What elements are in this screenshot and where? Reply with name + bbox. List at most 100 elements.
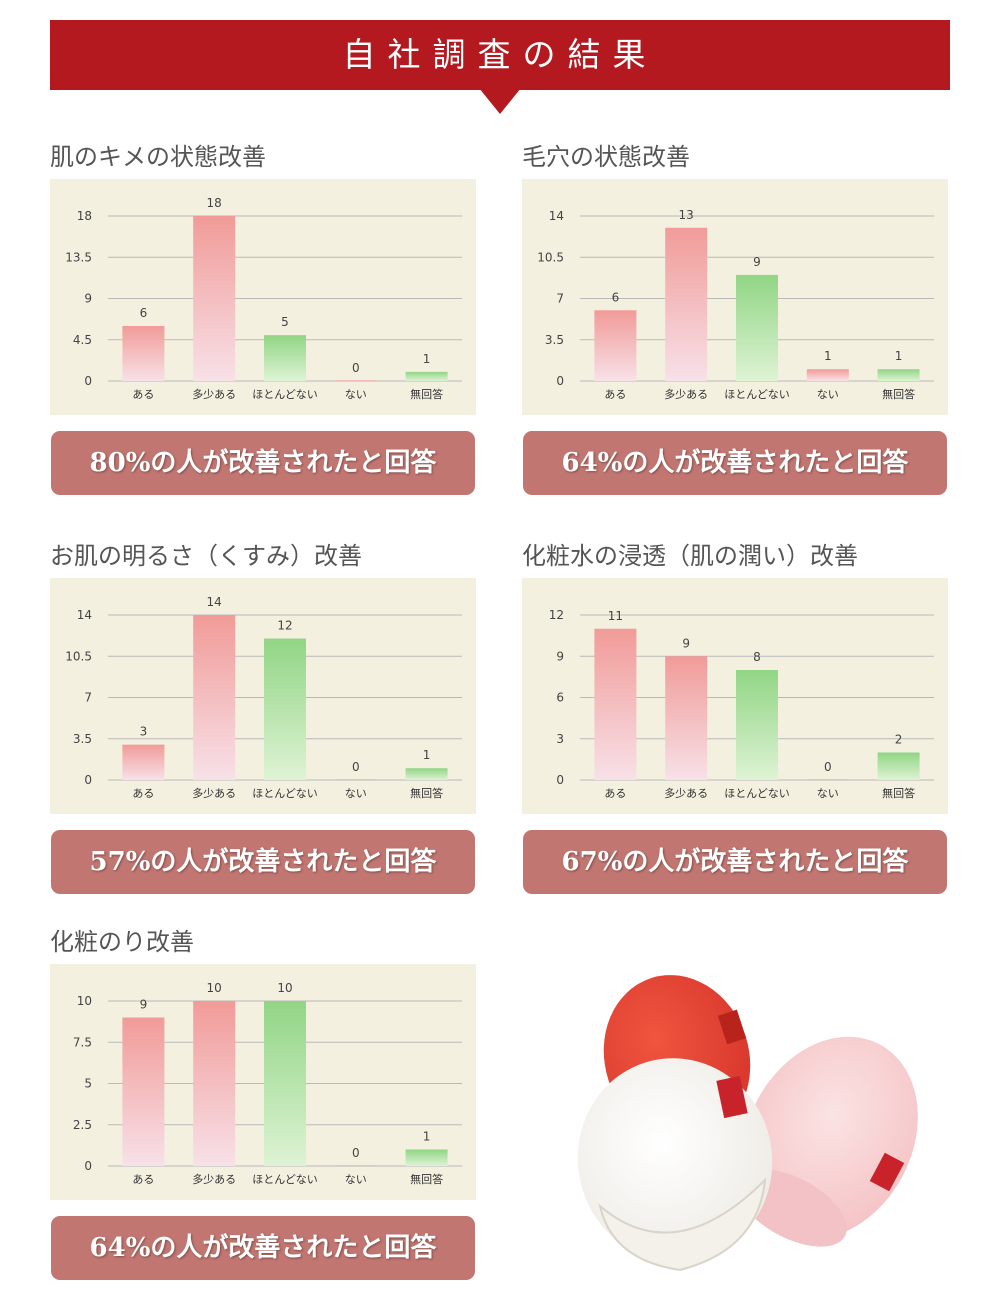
- data-label: 9: [140, 998, 148, 1012]
- header-banner: 自社調査の結果: [50, 20, 950, 90]
- chart-box: 0 2.5 5 7.5 10 9 ある 10 多少ある 10 ほとんどない 0 ない 1 無回答: [50, 964, 476, 1200]
- y-tick-label: 5: [84, 1077, 92, 1091]
- data-label: 12: [277, 619, 292, 633]
- data-label: 1: [824, 349, 832, 363]
- bar: [877, 369, 920, 381]
- y-tick-label: 0: [556, 773, 564, 787]
- page-title: 自社調査の結果: [342, 35, 658, 74]
- x-tick-label: 多少ある: [664, 387, 708, 401]
- chart-box: 0 3 6 9 12 11 ある 9 多少ある 8 ほとんどない 0 ない 2 無回答: [522, 578, 948, 814]
- y-tick-label: 0: [84, 1159, 92, 1173]
- chart-box: 0 4.5 9 13.5 18 6 ある 18 多少ある 5 ほとんどない 0 ない 1 無回答: [50, 179, 476, 415]
- y-tick-label: 10.5: [537, 250, 564, 264]
- bar: [334, 380, 377, 381]
- y-tick-label: 7.5: [73, 1035, 92, 1049]
- result-badge: 64%の人が改善されたと回答: [51, 1216, 475, 1280]
- bar: [193, 1001, 236, 1166]
- y-tick-label: 7: [84, 691, 92, 705]
- bar: [122, 744, 165, 780]
- y-tick-label: 0: [84, 374, 92, 388]
- y-tick-label: 3: [556, 732, 564, 746]
- bar: [122, 326, 165, 381]
- x-tick-label: 無回答: [882, 387, 915, 401]
- x-tick-label: ない: [345, 388, 367, 401]
- data-label: 0: [352, 1146, 360, 1160]
- data-label: 1: [423, 1130, 431, 1144]
- data-label: 14: [207, 595, 222, 609]
- result-badge: 64%の人が改善されたと回答: [523, 431, 947, 495]
- panel-title: 化粧水の浸透（肌の潤い）改善: [522, 542, 858, 570]
- y-tick-label: 14: [77, 608, 92, 622]
- data-label: 0: [824, 760, 832, 774]
- data-label: 1: [423, 352, 431, 366]
- x-tick-label: 無回答: [410, 786, 443, 800]
- bar: [594, 628, 637, 780]
- x-tick-label: ない: [817, 388, 839, 401]
- result-badge: 80%の人が改善されたと回答: [51, 431, 475, 495]
- banner-arrow: [479, 88, 521, 114]
- data-label: 10: [207, 981, 222, 995]
- y-tick-label: 2.5: [73, 1118, 92, 1132]
- bar-chart: 0 2.5 5 7.5 10 9 ある 10 多少ある 10 ほとんどない 0 ない 1 無回答: [73, 981, 462, 1186]
- chart-box: 0 3.5 7 10.5 14 3 ある 14 多少ある 12 ほとんどない 0 ない 1 無回答: [50, 578, 476, 814]
- bar: [264, 335, 306, 381]
- x-tick-label: ほとんどない: [252, 787, 317, 800]
- y-tick-label: 6: [556, 691, 564, 705]
- bar: [264, 638, 306, 780]
- x-tick-label: ある: [604, 388, 626, 401]
- data-label: 6: [612, 290, 620, 304]
- y-tick-label: 18: [77, 209, 92, 223]
- x-tick-label: ある: [132, 1173, 154, 1186]
- y-tick-label: 9: [84, 292, 92, 306]
- x-tick-label: 多少ある: [192, 387, 236, 401]
- x-tick-label: ある: [132, 787, 154, 800]
- data-label: 0: [352, 361, 360, 375]
- bar: [736, 274, 778, 381]
- x-tick-label: ほとんどない: [252, 388, 317, 401]
- bar: [665, 227, 708, 381]
- data-label: 2: [895, 733, 903, 747]
- x-tick-label: ない: [345, 787, 367, 800]
- x-tick-label: 無回答: [410, 387, 443, 401]
- bar-chart: 0 3.5 7 10.5 14 3 ある 14 多少ある 12 ほとんどない 0 ない 1 無回答: [65, 595, 462, 800]
- data-label: 9: [753, 255, 761, 269]
- white-mitt: [577, 1058, 773, 1272]
- y-tick-label: 10: [77, 994, 92, 1008]
- chart-box: 0 3.5 7 10.5 14 6 ある 13 多少ある 9 ほとんどない 1 ない 1 無回答: [522, 179, 948, 415]
- bar: [405, 1149, 448, 1166]
- bar: [193, 216, 236, 381]
- x-tick-label: ほとんどない: [252, 1173, 317, 1186]
- bar: [665, 656, 708, 780]
- product-image: [577, 975, 918, 1272]
- y-tick-label: 10.5: [65, 649, 92, 663]
- y-tick-label: 7: [556, 292, 564, 306]
- bar: [594, 310, 637, 381]
- bar: [405, 371, 448, 381]
- x-tick-label: ある: [132, 388, 154, 401]
- x-tick-label: ほとんどない: [724, 787, 789, 800]
- bar: [405, 768, 448, 780]
- x-tick-label: 多少ある: [192, 1172, 236, 1186]
- y-tick-label: 0: [556, 374, 564, 388]
- y-tick-label: 3.5: [545, 333, 564, 347]
- bar-chart: 0 3 6 9 12 11 ある 9 多少ある 8 ほとんどない 0 ない 2 無回答: [549, 608, 934, 800]
- x-tick-label: 多少ある: [664, 786, 708, 800]
- x-tick-label: ほとんどない: [724, 388, 789, 401]
- data-label: 6: [140, 306, 148, 320]
- y-tick-label: 12: [549, 608, 564, 622]
- data-label: 8: [753, 650, 761, 664]
- data-label: 10: [277, 981, 292, 995]
- bar: [334, 779, 377, 780]
- bar: [334, 1165, 377, 1166]
- bar: [877, 752, 920, 780]
- y-tick-label: 0: [84, 773, 92, 787]
- y-tick-label: 3.5: [73, 732, 92, 746]
- bar-chart: 0 3.5 7 10.5 14 6 ある 13 多少ある 9 ほとんどない 1 ない 1 無回答: [537, 208, 934, 401]
- x-tick-label: ない: [817, 787, 839, 800]
- bar-chart: 0 4.5 9 13.5 18 6 ある 18 多少ある 5 ほとんどない 0 ない 1 無回答: [65, 196, 462, 401]
- data-label: 3: [140, 725, 148, 739]
- x-tick-label: ない: [345, 1173, 367, 1186]
- y-tick-label: 4.5: [73, 333, 92, 347]
- result-badge: 57%の人が改善されたと回答: [51, 830, 475, 894]
- bar: [122, 1017, 165, 1166]
